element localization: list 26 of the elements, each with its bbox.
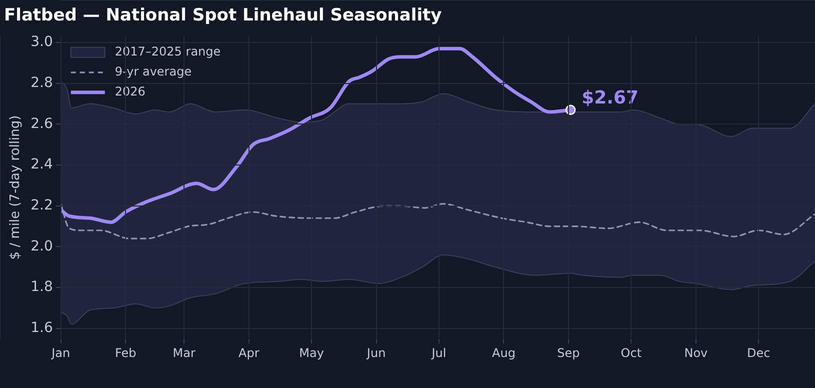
- y-tick-label: 1.8: [30, 279, 53, 296]
- chart-title: Flatbed — National Spot Linehaul Seasonality: [4, 6, 442, 26]
- legend-label: 9-yr average: [114, 64, 192, 79]
- y-tick-label: 1.6: [30, 320, 53, 336]
- y-tick-label: 2.2: [30, 198, 53, 214]
- x-tick-label: Nov: [684, 346, 708, 360]
- x-tick-label: Feb: [115, 346, 136, 360]
- legend-label: 2026: [114, 84, 146, 99]
- x-tick-label: Sep: [557, 346, 580, 360]
- y-tick-label: 2.4: [30, 156, 53, 173]
- x-tick-label: Oct: [620, 346, 642, 360]
- y-tick-label: 2.6: [30, 116, 53, 132]
- x-tick-label: Aug: [492, 346, 516, 360]
- y-tick-label: 3.0: [30, 34, 53, 50]
- x-tick-label: Dec: [746, 346, 770, 360]
- x-tick-label: Mar: [172, 346, 196, 360]
- x-tick-label: Jul: [430, 346, 446, 360]
- x-tick-label: Apr: [238, 346, 260, 360]
- annotation: $2.67: [582, 88, 639, 109]
- legend-label: 2017–2025 range: [114, 44, 221, 59]
- x-tick-label: Jan: [50, 346, 70, 360]
- y-axis-title: $ / mile (7-day rolling): [8, 115, 24, 260]
- x-tick-label: Jun: [366, 346, 386, 360]
- y-tick-label: 2.0: [30, 238, 53, 254]
- x-tick-label: May: [299, 346, 324, 360]
- y-tick-label: 2.8: [30, 75, 53, 92]
